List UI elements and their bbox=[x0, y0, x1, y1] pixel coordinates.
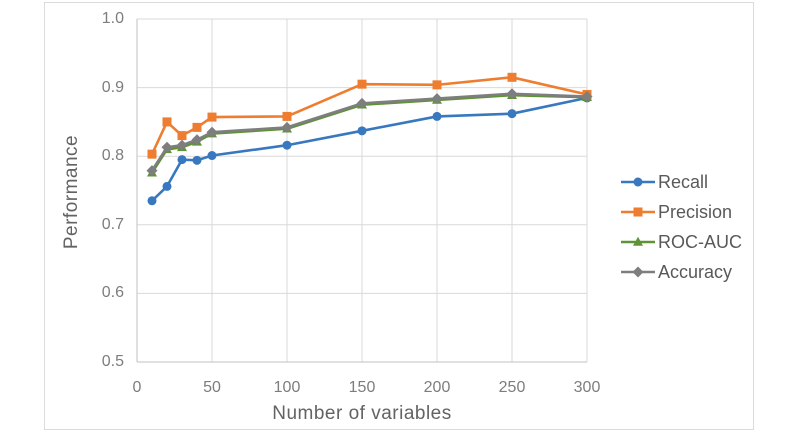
y-axis-title: Performance bbox=[61, 134, 82, 250]
legend-label: Precision bbox=[658, 201, 733, 222]
series-line bbox=[150, 76, 589, 156]
y-tick-label: 0.9 bbox=[101, 78, 124, 96]
data-point-marker bbox=[357, 126, 367, 136]
x-tick-label: 50 bbox=[203, 379, 221, 396]
legend-item-roc-auc: ROC-AUC bbox=[620, 227, 742, 257]
data-point-marker bbox=[506, 88, 518, 100]
data-point-marker bbox=[507, 109, 517, 119]
data-point-marker bbox=[632, 266, 644, 278]
legend-marker-circle-icon bbox=[621, 177, 655, 187]
data-point-marker bbox=[207, 151, 217, 161]
data-point-marker bbox=[146, 165, 158, 177]
data-point-marker bbox=[432, 111, 442, 121]
data-point-marker bbox=[162, 117, 172, 127]
data-point-marker bbox=[192, 122, 202, 132]
x-axis-title: Number of variables bbox=[272, 403, 452, 424]
data-point-marker bbox=[581, 91, 593, 103]
data-point-marker bbox=[206, 126, 218, 138]
y-tick-label: 0.8 bbox=[101, 147, 124, 165]
y-tick-label: 0.7 bbox=[101, 215, 124, 233]
data-point-marker bbox=[432, 80, 442, 90]
data-point-marker bbox=[161, 141, 173, 153]
data-point-marker bbox=[177, 155, 187, 165]
x-tick-label: 250 bbox=[498, 379, 526, 396]
legend-label: Recall bbox=[658, 171, 709, 192]
series-accuracy bbox=[146, 88, 593, 177]
x-tick-label: 0 bbox=[132, 379, 142, 396]
x-tick-label: 100 bbox=[273, 379, 301, 396]
data-point-marker bbox=[207, 112, 217, 122]
series-line bbox=[150, 92, 589, 172]
series-precision bbox=[147, 72, 592, 159]
data-point-marker bbox=[507, 72, 517, 82]
data-point-marker bbox=[356, 97, 368, 109]
x-tick-label: 300 bbox=[573, 379, 601, 396]
gridlines bbox=[136, 18, 588, 363]
data-point-marker bbox=[633, 236, 643, 246]
data-point-marker bbox=[147, 149, 157, 159]
legend-marker-square-icon bbox=[621, 207, 655, 217]
data-point-marker bbox=[192, 155, 202, 165]
legend: Recall Precision ROC-AUC Accuracy bbox=[620, 167, 742, 287]
data-point-marker bbox=[147, 196, 157, 206]
series-line bbox=[150, 96, 589, 203]
legend-item-precision: Precision bbox=[620, 197, 742, 227]
y-tick-label: 0.6 bbox=[101, 284, 124, 302]
legend-marker-triangle-icon bbox=[621, 236, 655, 246]
data-point-marker bbox=[176, 139, 188, 151]
legend-label: ROC-AUC bbox=[658, 231, 742, 252]
data-point-marker bbox=[281, 121, 293, 133]
data-point-marker bbox=[162, 181, 172, 191]
y-tick-label: 0.5 bbox=[101, 353, 124, 370]
legend-label: Accuracy bbox=[658, 261, 733, 282]
data-point-marker bbox=[633, 207, 643, 217]
x-tick-label: 150 bbox=[348, 379, 376, 396]
series-line bbox=[150, 93, 589, 174]
data-point-marker bbox=[357, 79, 367, 89]
data-point-marker bbox=[191, 134, 203, 146]
legend-item-recall: Recall bbox=[620, 167, 742, 197]
x-tick-label: 200 bbox=[423, 379, 451, 396]
data-point-marker bbox=[282, 111, 292, 121]
series-recall bbox=[147, 93, 592, 206]
legend-item-accuracy: Accuracy bbox=[620, 257, 742, 287]
legend-marker-diamond-icon bbox=[621, 266, 655, 278]
data-point-marker bbox=[282, 140, 292, 150]
data-point-marker bbox=[633, 177, 643, 187]
data-point-marker bbox=[431, 93, 443, 105]
y-tick-label: 1.0 bbox=[101, 10, 124, 27]
data-point-marker bbox=[177, 131, 187, 141]
